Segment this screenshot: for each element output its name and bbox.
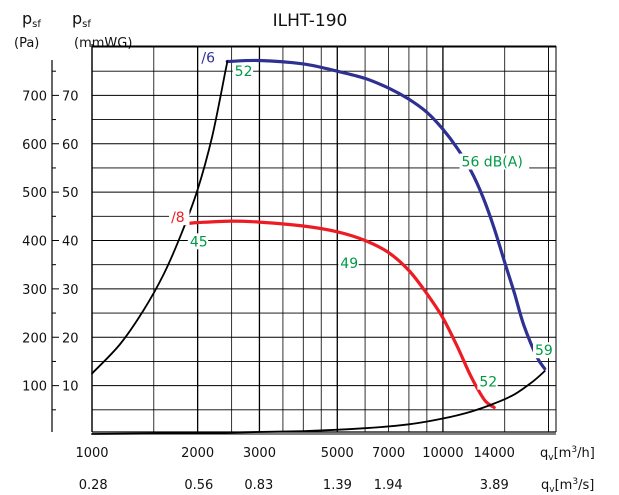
annotation-label: 49: [340, 256, 358, 272]
y-axis-title-pa-sub: sf: [32, 19, 41, 30]
x-tick-label-m3h: 3000: [243, 446, 276, 461]
x-tick-label-m3s: 0.56: [184, 478, 213, 493]
x-tick-label-m3s: 1.39: [323, 478, 352, 493]
x-tick-label-m3s: 1.94: [374, 478, 403, 493]
y-axis-title-mmwg-unit: (mmWG): [74, 36, 132, 51]
y-tick-label-pa: 100: [22, 380, 47, 395]
y-tick-label-pa: 600: [22, 138, 47, 153]
annotation-label: 52: [479, 375, 497, 391]
annotation-background: [459, 153, 530, 170]
annotation-label: 59: [535, 343, 553, 359]
x-tick-label-m3h: 14000: [474, 446, 515, 461]
x-axis-title-m3s-unit: [m: [555, 478, 573, 493]
x-tick-label-m3s: 0.83: [244, 478, 273, 493]
x-axis-title-m3h-unit: [m: [554, 446, 572, 461]
x-tick-label-m3h: 2000: [181, 446, 214, 461]
x-axis-title-m3h-sup: 3: [571, 445, 577, 455]
tick-labels: 100 200 300 400 500 600 700 10 20 30 40 50 60 70 1000 2…: [22, 89, 515, 493]
series-lines: [91, 58, 547, 435]
annotations: /6 52 56 dB(A) /8 45 49 52 59: [169, 49, 554, 391]
annotation-label: /8: [171, 210, 185, 226]
x-tick-label-m3h: 10000: [422, 446, 463, 461]
annotation-background: [169, 209, 190, 226]
x-tick-label-m3h: 7000: [372, 446, 405, 461]
y-axis-title-mmwg-sub: sf: [82, 19, 91, 30]
annotation-background: [232, 63, 254, 80]
annotation-background: [199, 49, 220, 66]
x-tick-label-m3s: 3.89: [480, 478, 509, 493]
x-axis-title-m3s-symbol: q: [541, 478, 549, 493]
x-tick-label-m3h: 5000: [321, 446, 354, 461]
y-tick-label-mmwg: 70: [62, 89, 79, 104]
x-axis-title-m3s-unit-end: /s]: [578, 478, 594, 493]
annotation-label: 56 dB(A): [462, 155, 523, 171]
x-tick-label-m3s: 0.28: [79, 478, 108, 493]
x-axis-title-m3s: qv[m3/s]: [541, 477, 594, 495]
x-axis-title-m3h: qv[m3/h]: [540, 445, 595, 463]
chart-title: ILHT-190: [273, 11, 348, 31]
annotation-background: [338, 255, 359, 272]
y-tick-label-mmwg: 60: [62, 138, 79, 153]
annotation-background: [187, 233, 209, 250]
annotation-label: 45: [190, 234, 208, 250]
annotation-background: [477, 373, 498, 390]
x-axis-title-m3s-sub: v: [549, 485, 555, 495]
axes: [51, 44, 556, 433]
y-axis-title-mmwg: psf: [72, 9, 91, 30]
y-tick-label-mmwg: 10: [62, 380, 79, 395]
x-tick-label-m3h: 1000: [75, 446, 108, 461]
y-tick-label-mmwg: 50: [62, 186, 79, 201]
y-tick-label-mmwg: 30: [62, 283, 79, 298]
series-line-6: [225, 58, 547, 371]
y-tick-label-pa: 400: [22, 235, 47, 250]
x-axis-title-m3s-sup: 3: [572, 477, 578, 487]
series-line-systemlower: [91, 370, 546, 435]
y-tick-label-pa: 200: [22, 331, 47, 346]
annotation-label: /6: [201, 51, 215, 67]
y-tick-label-pa: 700: [22, 89, 47, 104]
x-axis-title-m3h-unit-end: /h]: [577, 446, 595, 461]
y-tick-label-pa: 300: [22, 283, 47, 298]
x-axis-title-m3h-symbol: q: [540, 446, 548, 461]
y-axis-title-pa: psf: [22, 9, 41, 30]
y-tick-label-mmwg: 40: [62, 235, 79, 250]
annotation-label: 52: [235, 64, 253, 80]
annotation-background: [533, 342, 554, 359]
y-tick-label-mmwg: 20: [62, 331, 79, 346]
x-axis-title-m3h-sub: v: [548, 453, 554, 463]
series-line-systemupper: [91, 60, 229, 375]
y-tick-label-pa: 500: [22, 186, 47, 201]
y-axis-title-pa-symbol: p: [22, 9, 32, 28]
y-axis-title-mmwg-symbol: p: [72, 9, 82, 28]
y-axis-title-pa-unit: (Pa): [14, 36, 39, 51]
series-line-8: [185, 219, 496, 409]
